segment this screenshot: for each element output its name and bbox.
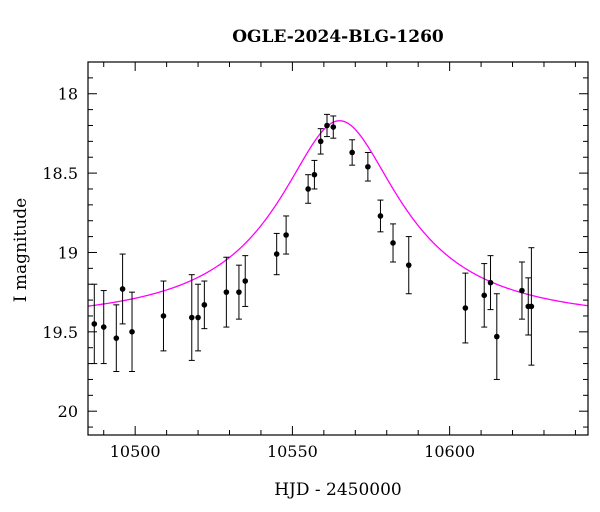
- data-marker: [349, 149, 355, 156]
- model-curve: [87, 120, 589, 307]
- data-marker: [405, 262, 412, 268]
- data-point: [113, 304, 120, 373]
- data-marker: [494, 333, 500, 340]
- data-point: [481, 263, 488, 328]
- data-point: [349, 139, 356, 166]
- data-marker: [113, 335, 120, 341]
- data-marker: [528, 303, 535, 310]
- y-tick-label: 20: [58, 402, 78, 421]
- data-point: [160, 280, 167, 352]
- data-point: [129, 291, 136, 373]
- y-tick-label: 19: [58, 243, 78, 262]
- data-point: [242, 255, 249, 307]
- chart-title: OGLE-2024-BLG-1260: [232, 27, 444, 47]
- y-tick-label: 19.5: [42, 323, 78, 342]
- data-point: [305, 174, 312, 204]
- data-marker: [311, 171, 318, 178]
- x-axis-label: HJD - 2450000: [274, 480, 402, 500]
- data-marker: [273, 251, 280, 257]
- data-marker: [100, 324, 107, 330]
- data-marker: [519, 287, 525, 294]
- data-marker: [481, 292, 488, 299]
- data-point: [119, 253, 126, 325]
- data-marker: [317, 138, 324, 145]
- model-curve-layer: [87, 120, 589, 307]
- x-tick-label: 10500: [110, 442, 161, 461]
- data-point: [311, 159, 318, 190]
- data-marker: [188, 314, 195, 321]
- data-marker: [201, 302, 208, 308]
- data-point: [223, 256, 230, 328]
- x-tick-label: 10550: [267, 442, 318, 461]
- y-tick-label: 18.5: [42, 164, 78, 183]
- data-point: [100, 290, 107, 365]
- data-marker: [377, 213, 384, 219]
- data-marker: [119, 286, 126, 292]
- plot-frame: [87, 61, 589, 436]
- data-point: [323, 113, 330, 138]
- data-point: [493, 293, 500, 380]
- data-marker: [129, 329, 135, 335]
- data-marker: [160, 313, 167, 319]
- data-marker: [365, 163, 371, 170]
- data-point: [518, 261, 525, 320]
- data-point: [91, 283, 98, 365]
- data-marker: [242, 278, 249, 284]
- data-marker: [390, 240, 396, 246]
- y-axis-label: I magnitude: [11, 198, 31, 302]
- data-point: [273, 232, 280, 276]
- y-tick-label: 18: [58, 85, 78, 104]
- data-point: [283, 215, 290, 255]
- data-marker: [223, 289, 230, 295]
- data-point: [364, 151, 371, 182]
- data-marker: [305, 186, 311, 192]
- data-points-layer: [91, 113, 535, 380]
- data-marker: [462, 305, 469, 311]
- data-point: [235, 264, 242, 320]
- data-point: [487, 255, 494, 311]
- data-marker: [236, 289, 242, 295]
- data-point: [390, 223, 397, 263]
- data-marker: [91, 321, 98, 327]
- data-marker: [195, 314, 201, 321]
- data-point: [317, 128, 324, 155]
- axis-ticks: 10500 10550 10600 18 18.5 19 19.5 20: [42, 61, 588, 461]
- data-point: [188, 274, 195, 361]
- x-tick-label: 10600: [424, 442, 475, 461]
- data-marker: [487, 279, 494, 286]
- data-point: [330, 115, 337, 139]
- data-point: [528, 247, 535, 366]
- data-marker: [283, 232, 289, 238]
- data-marker: [330, 124, 337, 130]
- data-point: [377, 199, 384, 233]
- data-point: [462, 272, 469, 344]
- data-marker: [324, 122, 330, 129]
- data-point: [201, 280, 208, 330]
- data-point: [195, 283, 202, 352]
- data-point: [405, 236, 412, 295]
